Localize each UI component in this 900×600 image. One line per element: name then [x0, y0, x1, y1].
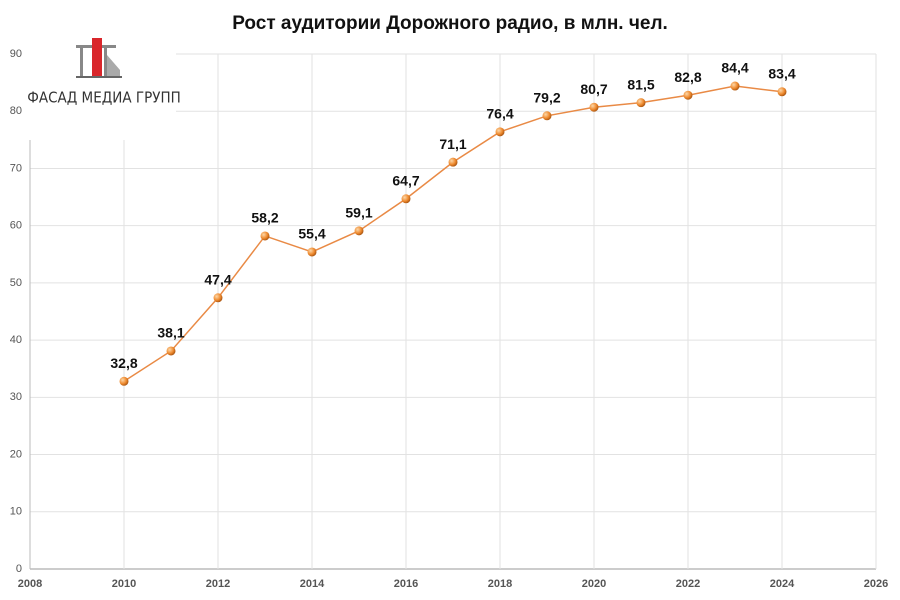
x-tick-label: 2014	[300, 578, 325, 590]
data-label: 81,5	[627, 76, 654, 92]
x-tick-label: 2010	[112, 578, 136, 590]
logo-background	[0, 0, 176, 140]
data-point	[213, 293, 223, 303]
data-label: 79,2	[533, 90, 560, 106]
x-tick-label: 2018	[488, 578, 512, 590]
data-label: 80,7	[580, 81, 607, 97]
data-point	[354, 226, 364, 236]
data-label: 71,1	[439, 136, 466, 152]
data-label: 64,7	[392, 172, 419, 188]
data-label: 32,8	[110, 355, 137, 371]
data-point	[777, 87, 787, 97]
data-label: 82,8	[674, 69, 701, 85]
x-tick-label: 2026	[864, 578, 888, 590]
series-line	[123, 85, 783, 382]
data-point	[166, 346, 176, 356]
x-tick-label: 2022	[676, 578, 700, 590]
y-tick-label: 80	[10, 105, 22, 117]
data-label: 83,4	[768, 65, 795, 81]
x-tick-label: 2012	[206, 578, 230, 590]
data-label: 84,4	[721, 60, 748, 76]
data-label: 47,4	[204, 271, 231, 287]
y-tick-label: 90	[10, 48, 22, 60]
y-tick-label: 40	[10, 334, 22, 346]
x-tick-label: 2024	[770, 578, 795, 590]
data-point	[636, 98, 646, 108]
x-tick-label: 2020	[582, 578, 606, 590]
y-tick-label: 70	[10, 162, 22, 174]
y-tick-label: 60	[10, 220, 22, 232]
data-point	[448, 157, 458, 167]
data-point	[495, 127, 505, 137]
data-point	[307, 247, 317, 257]
chart-title: Рост аудитории Дорожного радио, в млн. ч…	[232, 13, 668, 34]
data-point	[260, 231, 270, 241]
data-point	[730, 81, 740, 91]
data-label: 59,1	[345, 205, 372, 221]
data-point	[542, 111, 552, 121]
y-tick-label: 30	[10, 391, 22, 403]
data-point	[401, 194, 411, 204]
logo-mark	[76, 38, 122, 78]
data-point	[589, 102, 599, 112]
x-tick-label: 2008	[18, 578, 42, 590]
data-label: 55,4	[298, 226, 325, 242]
data-label: 58,2	[251, 210, 278, 226]
x-tick-label: 2016	[394, 578, 418, 590]
logo-text: ФАСАД МЕДИА ГРУПП	[27, 89, 181, 107]
y-tick-label: 50	[10, 277, 22, 289]
y-tick-label: 0	[16, 563, 22, 575]
data-label: 76,4	[486, 106, 513, 122]
data-point	[119, 376, 129, 386]
data-point	[683, 90, 693, 100]
y-tick-label: 10	[10, 506, 22, 518]
data-label: 38,1	[157, 325, 184, 341]
plot: 0 10 20 30 40 50 60 70 80 90 2008 2010 2012 2014 2016 2…	[10, 48, 888, 590]
y-tick-label: 20	[10, 448, 22, 460]
